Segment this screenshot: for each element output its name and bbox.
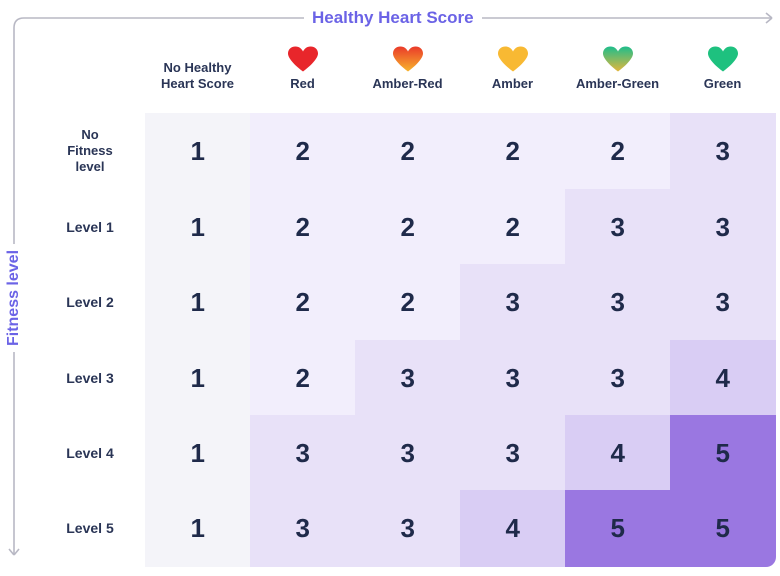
column-label-line: Amber-Red [372, 76, 443, 91]
column-header: Red [250, 40, 355, 108]
heatmap-cell: 1 [145, 415, 251, 492]
heatmap-cell: 3 [670, 113, 776, 190]
heatmap-cell: 2 [565, 113, 671, 190]
heatmap-cell: 3 [460, 340, 566, 417]
column-label-line: Green [703, 76, 742, 91]
column-label-line: Amber-Green [575, 76, 660, 91]
amber-green-heart-icon [602, 46, 633, 72]
heatmap-cell: 1 [145, 113, 251, 190]
row-label-line: No [81, 127, 99, 142]
row-header: Level 2 [30, 264, 150, 340]
heatmap-cell: 5 [670, 490, 776, 567]
heatmap-cell: 2 [250, 340, 356, 417]
x-axis-title: Healthy Heart Score [304, 8, 482, 28]
heatmap-cell: 4 [670, 340, 776, 417]
column-label-line: Heart Score [161, 76, 234, 91]
row-label-line: Level 5 [66, 519, 114, 536]
heatmap-cell: 4 [565, 415, 671, 492]
x-arrowhead-lower [765, 17, 773, 24]
row-label-line: Level 4 [66, 444, 114, 461]
column-header: Amber [460, 40, 565, 108]
row-header: No Fitness level [30, 113, 150, 189]
column-header: Amber-Red [355, 40, 460, 108]
heatmap-cell: 2 [250, 113, 356, 190]
row-header: Level 3 [30, 340, 150, 416]
column-header: Green [670, 40, 775, 108]
row-label-line: level [75, 159, 105, 174]
heatmap-cell: 3 [355, 415, 461, 492]
heatmap-cell: 3 [250, 415, 356, 492]
y-arrowhead-left [8, 548, 15, 556]
axis-frame-line [13, 17, 772, 555]
row-header: Level 5 [30, 490, 150, 566]
heatmap-cell: 5 [565, 490, 671, 567]
column-label-line: Amber [491, 76, 534, 91]
heatmap-cell: 3 [670, 264, 776, 341]
column-label-line: No Healthy [163, 60, 232, 75]
column-header: Amber-Green [565, 40, 670, 108]
heatmap-cell: 2 [355, 189, 461, 266]
heatmap-cell: 3 [565, 264, 671, 341]
amber-red-heart-icon [392, 46, 423, 72]
heatmap-cell: 3 [460, 415, 566, 492]
row-header: Level 1 [30, 189, 150, 265]
heatmap-cell: 3 [565, 340, 671, 417]
heatmap-cell: 2 [250, 189, 356, 266]
heatmap-cell: 3 [355, 490, 461, 567]
y-axis-title: Fitness level [5, 243, 23, 353]
row-label-line: Level 2 [66, 293, 114, 310]
amber-heart-icon [497, 46, 528, 72]
heatmap-cell: 3 [565, 189, 671, 266]
y-arrowhead-right [13, 548, 20, 556]
column-label-line: Red [290, 76, 315, 91]
heatmap-cell: 1 [145, 189, 251, 266]
column-header: No Healthy Heart Score [145, 40, 250, 108]
row-label-line: Fitness [67, 143, 113, 158]
heatmap-cell: 2 [460, 113, 566, 190]
heatmap-cell: 2 [250, 264, 356, 341]
row-header: Level 4 [30, 415, 150, 491]
heatmap-cell: 2 [460, 189, 566, 266]
heatmap-cell: 3 [355, 340, 461, 417]
heatmap-cell: 5 [670, 415, 776, 492]
heatmap-cell: 1 [145, 490, 251, 567]
row-label-line: Level 1 [66, 218, 114, 235]
heatmap-cell: 1 [145, 264, 251, 341]
heatmap-cell: 4 [460, 490, 566, 567]
heatmap-cell: 1 [145, 340, 251, 417]
heatmap-cell: 3 [670, 189, 776, 266]
heatmap-cell: 2 [355, 264, 461, 341]
green-heart-icon [707, 46, 738, 72]
x-arrowhead-upper [765, 12, 773, 19]
heatmap-cell: 3 [250, 490, 356, 567]
red-heart-icon [287, 46, 318, 72]
heatmap-cell: 3 [460, 264, 566, 341]
row-label-line: Level 3 [66, 369, 114, 386]
heatmap-cell: 2 [355, 113, 461, 190]
